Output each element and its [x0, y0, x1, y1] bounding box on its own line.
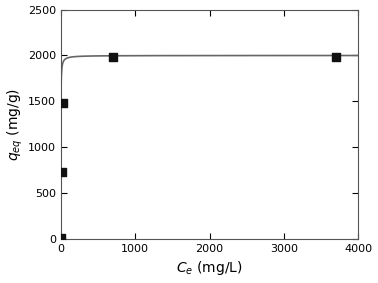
Point [58, 236, 64, 240]
Point [110, 55, 116, 59]
X-axis label: $C_e$ (mg/L): $C_e$ (mg/L) [176, 260, 243, 277]
Y-axis label: $q_{eq}$ (mg/g): $q_{eq}$ (mg/g) [6, 88, 25, 161]
Point [333, 55, 339, 59]
Point [60, 101, 66, 106]
Point [59, 170, 65, 174]
